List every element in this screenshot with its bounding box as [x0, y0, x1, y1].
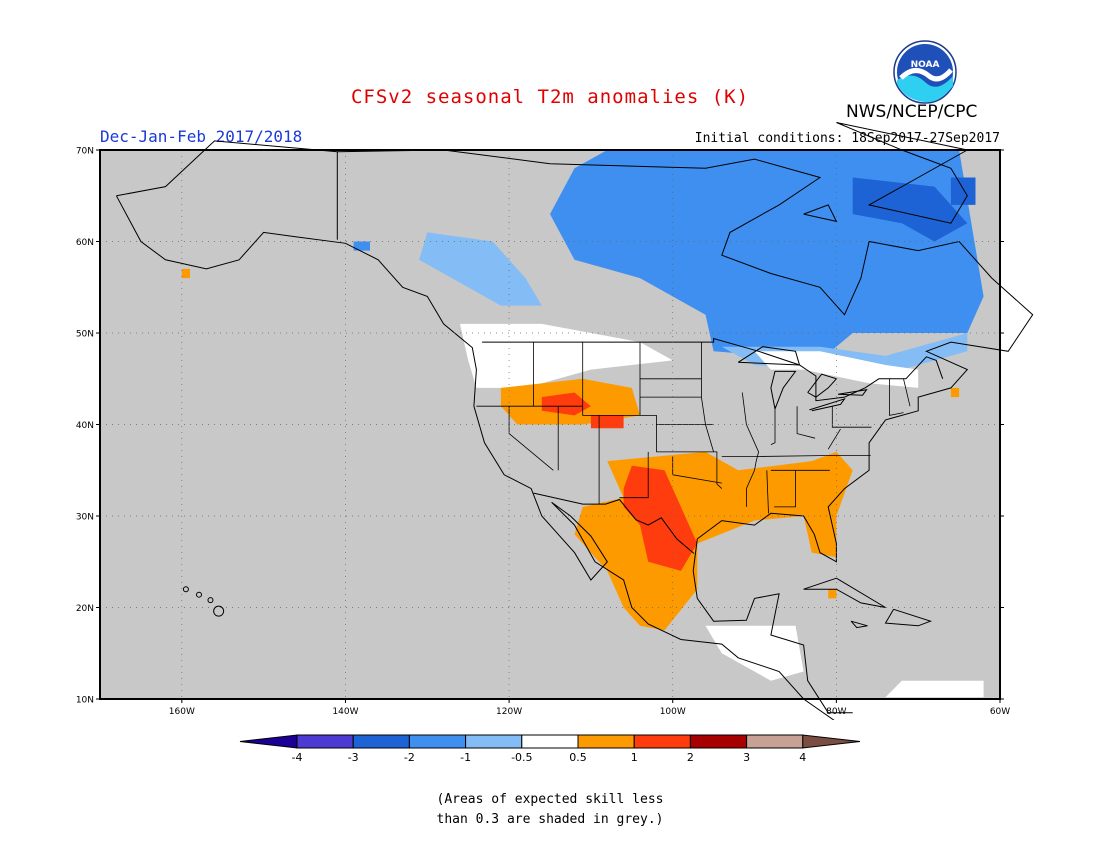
legend-labels: -4 -3 -2 -1 -0.5 0.5 1 2 3 4: [292, 751, 807, 764]
legend-box: [633, 734, 691, 749]
anomaly-region: [419, 232, 542, 306]
state-border: [770, 406, 776, 445]
state-border: [619, 451, 649, 499]
lat-label: 10N: [76, 696, 94, 706]
hawaii-island: [213, 605, 225, 617]
coastline: [482, 337, 944, 402]
initial-conditions-label: Initial conditions: 18Sep2017-27Sep2017: [694, 131, 1000, 146]
anomaly-region: [541, 392, 591, 416]
legend-label: 3: [743, 751, 750, 764]
lat-label: 30N: [76, 513, 94, 523]
lon-label: 80W: [826, 707, 846, 717]
legend-label: -3: [348, 751, 359, 764]
lake-outline: [836, 122, 969, 224]
legend-box: [408, 734, 467, 749]
lon-label: 140W: [332, 707, 358, 717]
coastline: [803, 577, 886, 608]
hawaii-island: [207, 597, 214, 604]
coastline: [533, 492, 695, 554]
anomaly-map: 70N 60N 50N 40N 30N 20N 10N 160W 140W 120W 100W 80…: [76, 122, 1034, 720]
organization-label: NWS/NCEP/CPC: [846, 102, 978, 122]
legend-box: [296, 734, 354, 749]
anomaly-region: [754, 351, 919, 388]
anomaly-region: [705, 625, 804, 681]
legend-label: -0.5: [511, 751, 532, 764]
anomaly-region: [181, 268, 190, 279]
legend-color-boxes: [239, 734, 861, 749]
lake-outline: [770, 370, 797, 410]
lon-label: 60W: [990, 707, 1010, 717]
state-border: [656, 451, 723, 489]
color-legend: -4 -3 -2 -1 -0.5 0.5 1 2 3 4: [239, 734, 861, 764]
state-border: [796, 406, 816, 439]
lon-label: 100W: [660, 707, 686, 717]
legend-box: [577, 734, 635, 749]
legend-label: 4: [799, 751, 806, 764]
state-border: [701, 342, 714, 453]
state-border: [766, 470, 769, 514]
legend-label: 0.5: [569, 751, 587, 764]
coastline: [884, 608, 933, 627]
lat-label: 60N: [76, 238, 94, 248]
state-border: [831, 406, 872, 428]
longitude-labels: 160W 140W 120W 100W 80W 60W: [169, 699, 1010, 717]
legend-label: -2: [404, 751, 415, 764]
legend-box: [689, 734, 748, 749]
anomaly-region: [353, 241, 370, 251]
legend-arrow-left: [239, 734, 298, 749]
hawaii-island: [182, 586, 189, 593]
lake-outline: [809, 397, 846, 412]
coastline: [115, 195, 835, 720]
noaa-logo-text: NOAA: [911, 60, 940, 70]
hawaii-island: [196, 591, 202, 598]
state-border: [903, 378, 911, 407]
graticule: [100, 150, 1000, 699]
anomaly-region: [590, 415, 624, 429]
anomaly-region: [460, 323, 673, 388]
lake-outline: [807, 373, 838, 398]
anomaly-region: [885, 680, 984, 698]
state-border: [741, 392, 760, 507]
anomaly-region: [950, 177, 976, 205]
lon-label: 160W: [169, 707, 195, 717]
legend-label: -4: [292, 751, 303, 764]
anomaly-region: [828, 589, 837, 599]
coastline: [116, 140, 1034, 714]
lake-outline: [803, 204, 838, 223]
legend-box: [352, 734, 410, 749]
lake-outline: [837, 389, 868, 396]
lat-label: 20N: [76, 604, 94, 614]
anomaly-region: [950, 387, 960, 398]
legend-label: 1: [631, 751, 638, 764]
season-subtitle: Dec-Jan-Feb 2017/2018: [100, 127, 303, 146]
state-border: [774, 470, 796, 508]
legend-box: [521, 734, 579, 749]
anomaly-region: [852, 177, 968, 242]
state-border: [721, 455, 871, 457]
legend-box: [465, 734, 523, 749]
state-border: [508, 406, 554, 471]
state-border: [889, 378, 904, 416]
coastline: [850, 620, 868, 629]
map-body: [99, 122, 1034, 720]
legend-label: -1: [460, 751, 471, 764]
legend-box: [746, 734, 804, 749]
latitude-labels: 70N 60N 50N 40N 30N 20N 10N: [76, 147, 1004, 706]
chart-title: CFSv2 seasonal T2m anomalies (K): [350, 86, 750, 108]
legend-label: 2: [687, 751, 694, 764]
lon-label: 120W: [496, 707, 522, 717]
skill-note: (Areas of expected skill less than 0.3 a…: [436, 792, 664, 827]
state-border: [827, 428, 841, 450]
lat-label: 40N: [76, 421, 94, 431]
state-border: [582, 342, 657, 452]
lake-outline: [737, 346, 801, 366]
legend-arrow-right: [802, 734, 861, 749]
lat-label: 50N: [76, 330, 94, 340]
lat-label: 70N: [76, 147, 94, 157]
noaa-logo: NOAA: [893, 40, 957, 104]
